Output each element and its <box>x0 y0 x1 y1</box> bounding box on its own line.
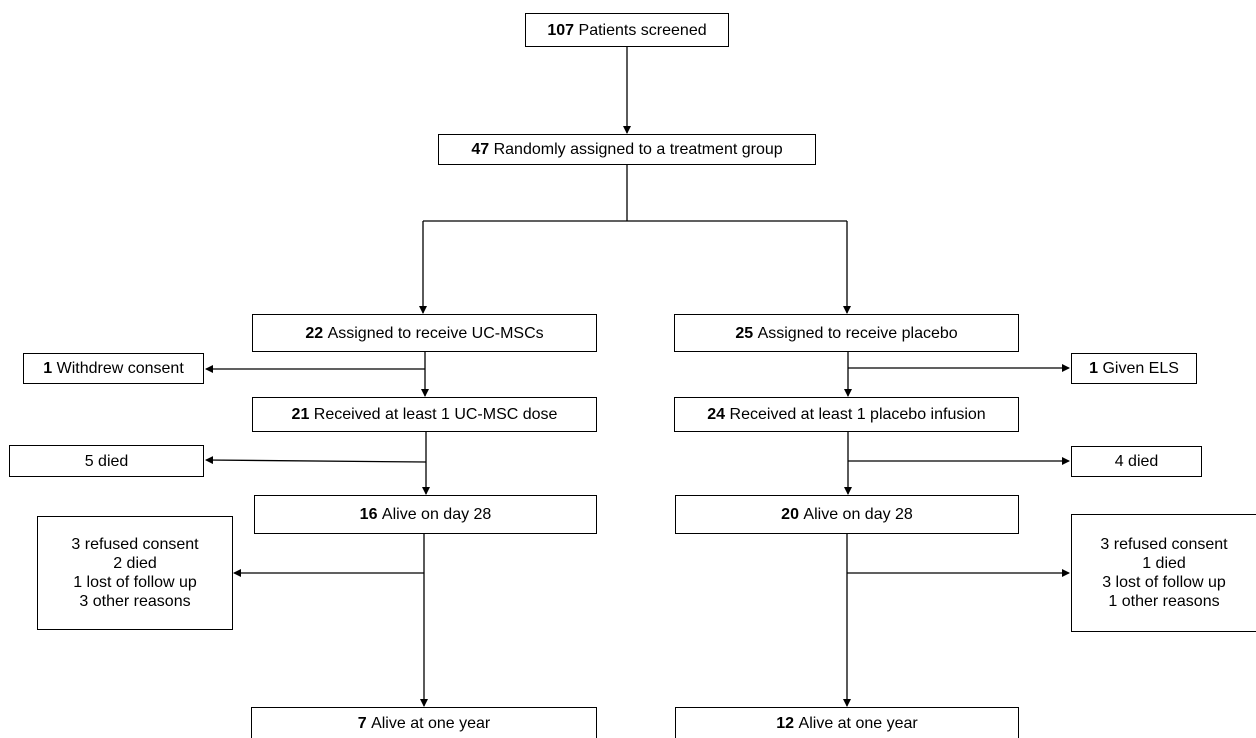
line: 1 died <box>1142 555 1186 572</box>
count: 21 <box>291 406 310 423</box>
count: 1 <box>1089 360 1098 377</box>
box-died-msc: 5 died <box>9 445 204 477</box>
line: 3 other reasons <box>79 593 191 610</box>
box-randomized: 47 Randomly assigned to a treatment grou… <box>438 134 816 165</box>
box-received-msc: 21 Received at least 1 UC-MSC dose <box>252 397 597 432</box>
count: 7 <box>357 714 367 732</box>
label: Given ELS <box>1102 360 1179 377</box>
box-withdrew-consent: 1 Withdrew consent <box>23 353 204 384</box>
label: Alive at one year <box>798 714 918 732</box>
label: Alive on day 28 <box>803 506 913 523</box>
label: Alive at one year <box>371 714 491 732</box>
label: Assigned to receive UC-MSCs <box>327 324 544 342</box>
count: 16 <box>359 506 378 523</box>
count: 47 <box>471 141 490 158</box>
box-alive-day28-placebo: 20 Alive on day 28 <box>675 495 1019 534</box>
line: 1 lost of follow up <box>73 574 197 591</box>
label: Withdrew consent <box>56 360 184 377</box>
count: 25 <box>735 324 754 342</box>
box-assigned-placebo: 25 Assigned to receive placebo <box>674 314 1019 352</box>
arrow-to-died-msc <box>205 456 427 465</box>
box-alive-oneyear-placebo: 12 Alive at one year <box>675 707 1019 738</box>
count: 1 <box>43 360 53 377</box>
line: 2 died <box>113 555 157 572</box>
label: 4 died <box>1114 453 1159 470</box>
line: 1 other reasons <box>1108 593 1220 610</box>
line: 3 lost of follow up <box>1102 574 1226 591</box>
box-given-els: 1 Given ELS <box>1071 353 1197 384</box>
count: 22 <box>305 324 324 342</box>
label: Assigned to receive placebo <box>757 324 958 342</box>
box-lost-placebo: 3 refused consent 1 died 3 lost of follo… <box>1071 514 1256 632</box>
label: Received at least 1 placebo infusion <box>729 406 986 423</box>
count: 107 <box>547 21 575 39</box>
label: Received at least 1 UC-MSC dose <box>313 406 558 423</box>
box-alive-day28-msc: 16 Alive on day 28 <box>254 495 597 534</box>
box-alive-oneyear-msc: 7 Alive at one year <box>251 707 597 738</box>
count: 24 <box>707 406 726 423</box>
line: 3 refused consent <box>71 536 199 553</box>
box-died-placebo: 4 died <box>1071 446 1202 477</box>
box-received-placebo: 24 Received at least 1 placebo infusion <box>674 397 1019 432</box>
box-lost-msc: 3 refused consent 2 died 1 lost of follo… <box>37 516 233 630</box>
label: Patients screened <box>578 21 707 39</box>
line: 3 refused consent <box>1100 536 1228 553</box>
count: 20 <box>781 506 799 523</box>
count: 12 <box>776 714 795 732</box>
label: 5 died <box>84 452 129 470</box>
label: Randomly assigned to a treatment group <box>493 141 783 158</box>
box-assigned-msc: 22 Assigned to receive UC-MSCs <box>252 314 597 352</box>
label: Alive on day 28 <box>381 506 492 523</box>
box-patients-screened: 107 Patients screened <box>525 13 729 47</box>
